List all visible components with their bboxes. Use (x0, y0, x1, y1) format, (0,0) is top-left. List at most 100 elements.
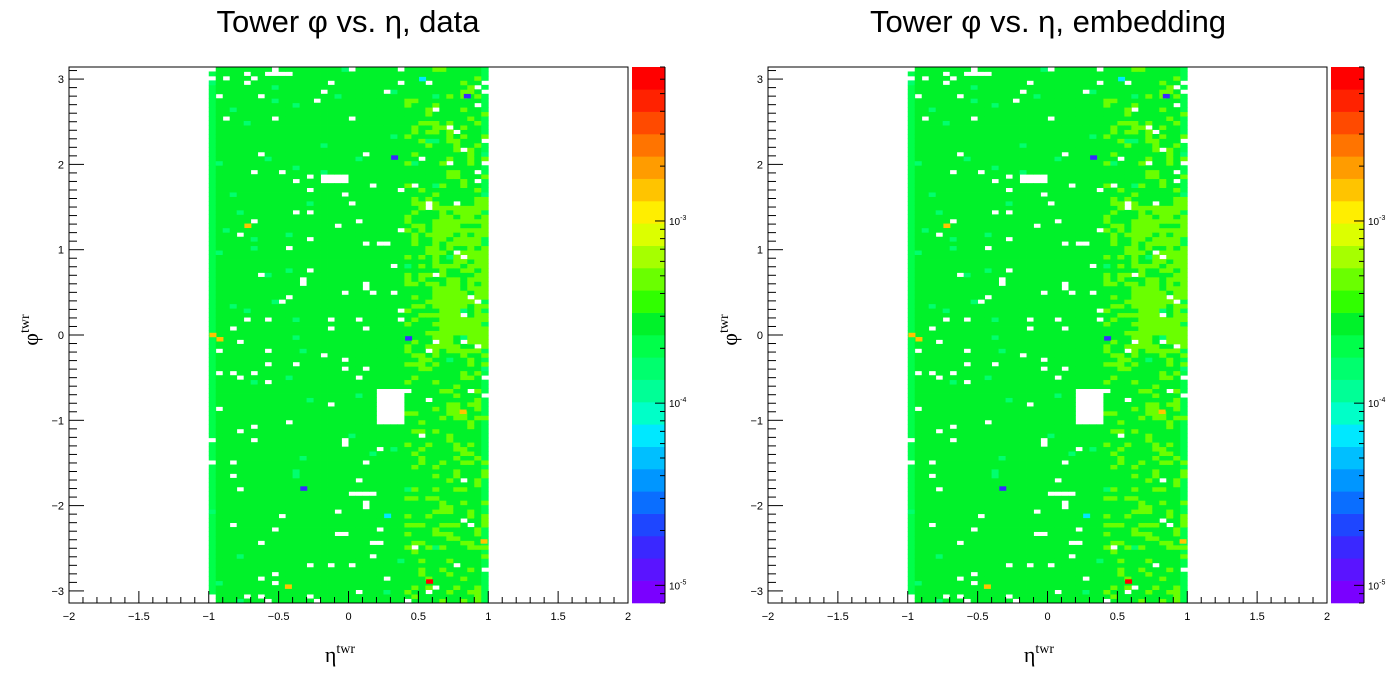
heatmap-bin (320, 536, 328, 541)
heatmap-bin (208, 580, 217, 586)
heatmap-bin (390, 174, 398, 180)
heatmap-bin (327, 424, 335, 430)
heatmap-bin (222, 187, 231, 193)
heatmap-bin (390, 589, 398, 595)
heatmap-bin (334, 437, 342, 443)
heatmap-bin (446, 469, 454, 474)
heatmap-bin (257, 424, 266, 430)
heatmap-bin (243, 589, 252, 595)
heatmap-bin (327, 259, 335, 264)
x-tick-label: −1.5 (128, 611, 150, 623)
heatmap-bin (397, 321, 405, 327)
heatmap-bin (236, 558, 245, 564)
heatmap-bin (250, 312, 259, 318)
heatmap-bin (404, 241, 412, 247)
heatmap-bin (418, 415, 426, 421)
heatmap-bin (271, 469, 280, 474)
heatmap-bin (236, 89, 245, 95)
heatmap-bin (362, 536, 370, 541)
heatmap-bin (327, 571, 335, 577)
heatmap-bin (257, 352, 266, 358)
heatmap-bin (418, 290, 426, 296)
heatmap-bin (404, 303, 412, 309)
heatmap-bin (215, 308, 224, 314)
heatmap-bin (292, 491, 300, 497)
heatmap-bin (271, 160, 280, 166)
heatmap-bin (215, 71, 224, 77)
heatmap-bin (362, 576, 370, 582)
heatmap-bin (453, 352, 461, 358)
heatmap-bin (278, 527, 287, 532)
heatmap-bin (215, 410, 224, 416)
heatmap-bin (383, 580, 391, 586)
heatmap-bin (334, 580, 342, 586)
heatmap-bin (313, 209, 321, 215)
heatmap-bin (460, 585, 468, 590)
heatmap-bin (348, 558, 356, 564)
heatmap-bin (453, 464, 461, 470)
heatmap-bin (327, 540, 335, 546)
heatmap-bin (243, 254, 252, 260)
heatmap-bin (341, 549, 349, 555)
heatmap-bin (460, 169, 468, 175)
heatmap-bin (446, 442, 454, 448)
heatmap-bin (341, 580, 349, 586)
heatmap-bin (376, 134, 384, 139)
heatmap-bin (369, 299, 377, 305)
heatmap-bin (215, 67, 224, 72)
heatmap-bin (383, 201, 391, 206)
heatmap-bin (229, 147, 238, 153)
heatmap-bin (250, 460, 259, 465)
heatmap-bin (383, 120, 391, 126)
heatmap-bin (229, 308, 238, 314)
heatmap-bin (292, 402, 300, 407)
heatmap-bin (292, 410, 300, 416)
heatmap-bin (425, 330, 433, 336)
heatmap-bin (299, 254, 307, 260)
heatmap-bin (320, 567, 328, 573)
heatmap-bin (362, 553, 370, 559)
heatmap-bin (432, 93, 440, 99)
heatmap-bin (907, 160, 916, 166)
heatmap-bin (292, 169, 300, 175)
heatmap-bin (327, 209, 335, 215)
heatmap-bin (362, 361, 370, 367)
heatmap-bin (243, 214, 252, 220)
heatmap-bin (236, 366, 245, 372)
heatmap-bin (215, 201, 224, 206)
heatmap-bin (432, 433, 440, 439)
heatmap-bin (355, 165, 363, 171)
heatmap-bin (439, 352, 447, 358)
heatmap-bin (341, 424, 349, 430)
heatmap-bin (278, 469, 287, 474)
heatmap-bin (439, 567, 447, 573)
heatmap-bin (383, 486, 391, 492)
heatmap-bin (383, 357, 391, 363)
heatmap-bin (334, 299, 342, 305)
heatmap-bin (362, 71, 370, 77)
heatmap-bin (243, 125, 252, 130)
heatmap-bin (222, 446, 231, 452)
heatmap-bin (362, 402, 370, 407)
heatmap-bin (278, 151, 287, 157)
heatmap-bin (243, 406, 252, 412)
heatmap-bin (467, 134, 475, 139)
heatmap-bin (397, 268, 405, 273)
heatmap-bin (914, 268, 923, 273)
heatmap-bin (474, 339, 482, 345)
heatmap-bin (222, 308, 231, 314)
heatmap-bin (362, 169, 370, 175)
heatmap-bin (327, 245, 335, 251)
heatmap-bin (376, 138, 384, 144)
heatmap-bin (907, 308, 916, 314)
heatmap-bin (215, 214, 224, 220)
heatmap-bin (404, 111, 412, 117)
heatmap-bin (404, 419, 412, 425)
heatmap-bin (334, 71, 342, 77)
heatmap-bin (467, 276, 475, 282)
heatmap-bin (362, 321, 370, 327)
heatmap-bin (404, 183, 412, 188)
heatmap-bin (229, 352, 238, 358)
heatmap-bin (257, 428, 266, 434)
heatmap-bin (376, 326, 384, 331)
